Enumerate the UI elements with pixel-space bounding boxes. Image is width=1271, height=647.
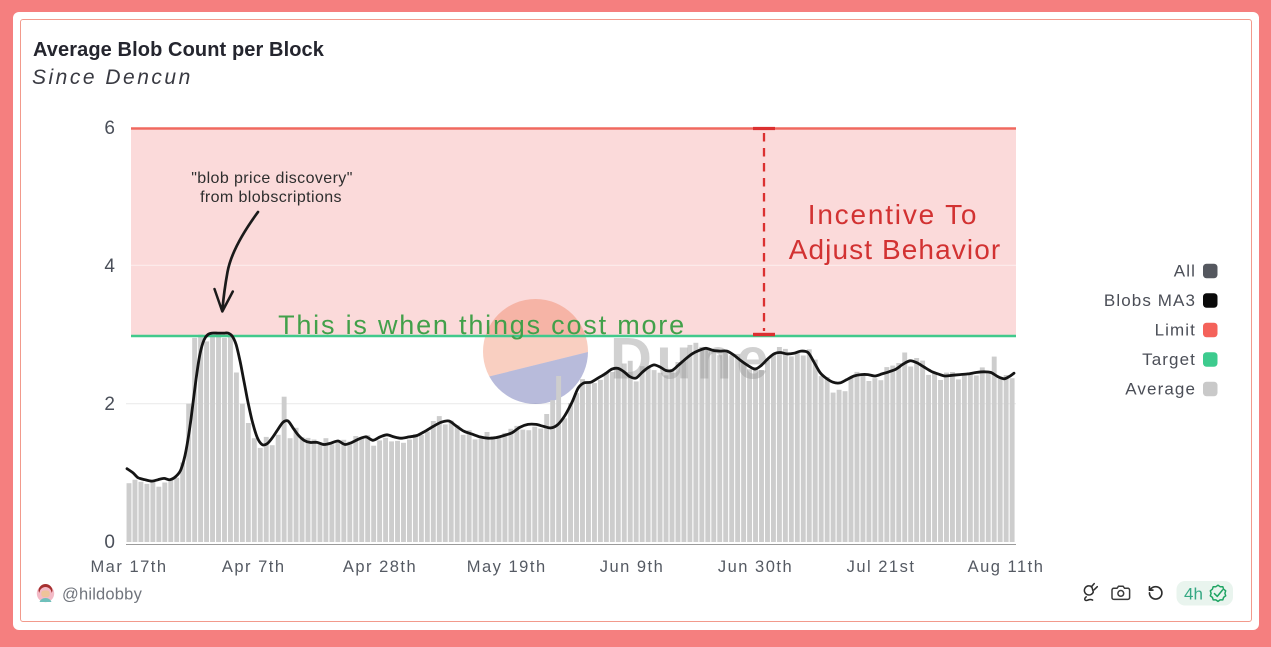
svg-text:Aug 11th: Aug 11th — [968, 558, 1045, 576]
svg-text:from blobscriptions: from blobscriptions — [200, 189, 342, 206]
svg-text:This is when things cost more: This is when things cost more — [278, 310, 686, 340]
svg-text:Limit: Limit — [1155, 321, 1196, 340]
svg-text:Jun 9th: Jun 9th — [600, 558, 665, 576]
svg-text:All: All — [1174, 262, 1196, 281]
svg-text:Dune: Dune — [610, 327, 773, 392]
svg-text:0: 0 — [104, 532, 115, 553]
svg-text:Apr 7th: Apr 7th — [222, 558, 286, 576]
svg-text:Target: Target — [1142, 350, 1196, 369]
svg-text:Mar 17th: Mar 17th — [90, 558, 167, 576]
svg-text:Average: Average — [1125, 380, 1196, 399]
svg-text:4: 4 — [104, 256, 115, 277]
svg-text:May 19th: May 19th — [467, 558, 547, 576]
svg-text:"blob price discovery": "blob price discovery" — [191, 170, 353, 187]
svg-text:Jun 30th: Jun 30th — [718, 558, 793, 576]
svg-text:Incentive To: Incentive To — [808, 199, 979, 230]
svg-text:@hildobby: @hildobby — [62, 586, 143, 604]
svg-text:4h: 4h — [1184, 585, 1203, 604]
svg-text:Jul 21st: Jul 21st — [847, 558, 916, 576]
svg-text:Apr 28th: Apr 28th — [343, 558, 417, 576]
svg-text:6: 6 — [104, 118, 115, 139]
svg-text:Blobs MA3: Blobs MA3 — [1104, 291, 1196, 310]
svg-text:2: 2 — [104, 394, 115, 415]
svg-text:Adjust Behavior: Adjust Behavior — [789, 234, 1002, 265]
